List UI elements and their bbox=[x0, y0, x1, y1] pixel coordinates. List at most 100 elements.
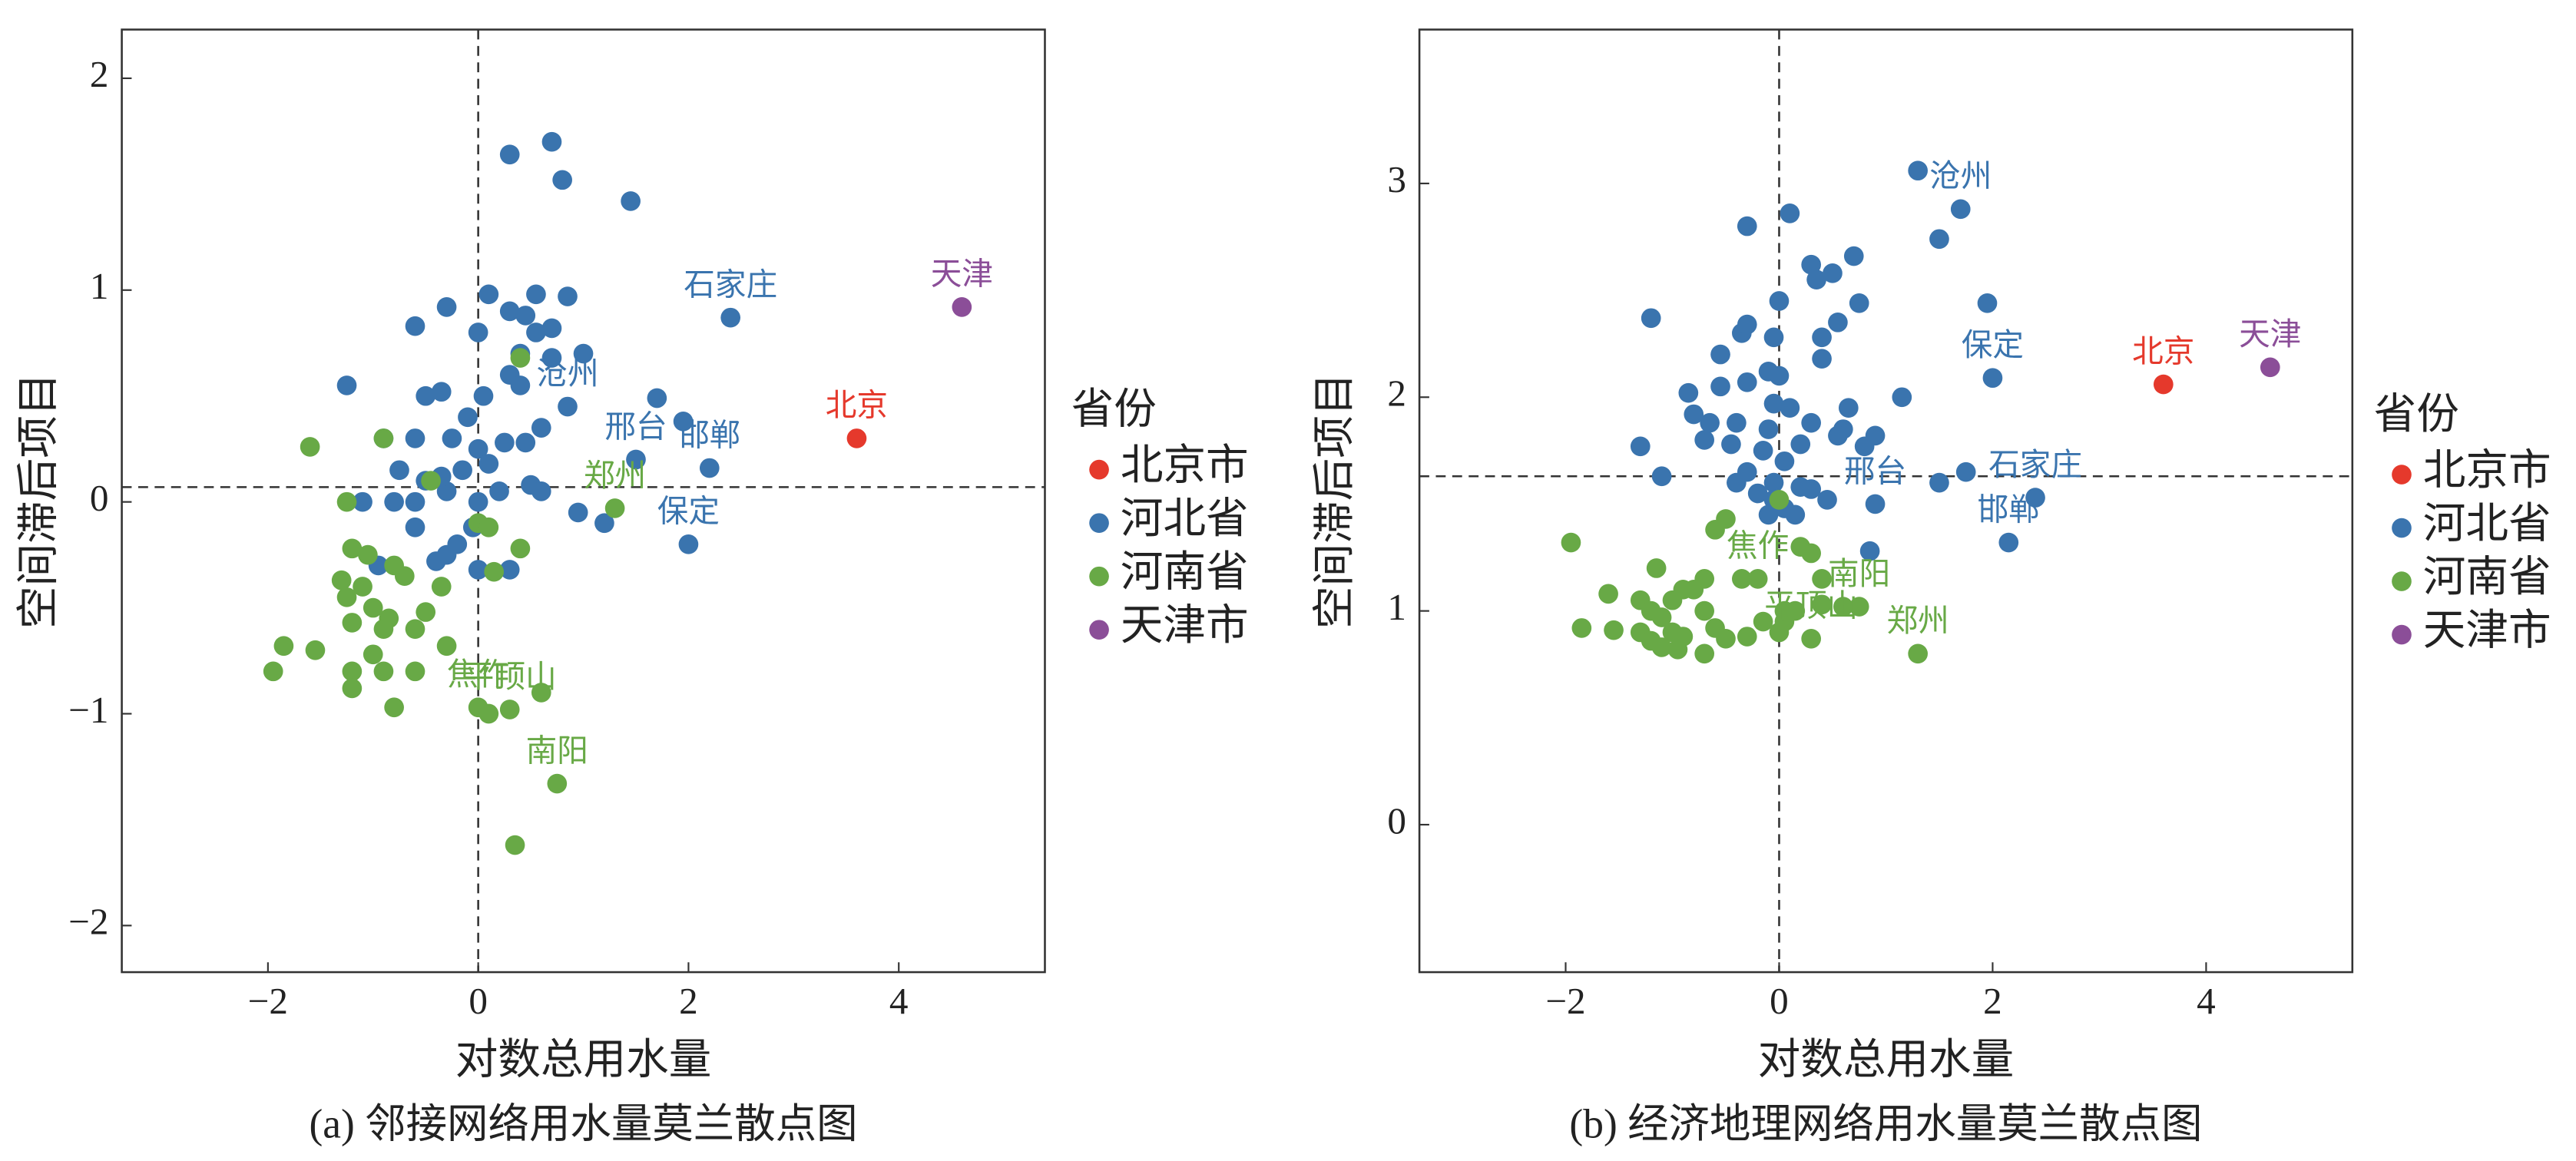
point-label: 北京 bbox=[2132, 334, 2194, 369]
point bbox=[1774, 451, 1795, 471]
point bbox=[573, 343, 594, 364]
point bbox=[2260, 357, 2280, 378]
point bbox=[1865, 494, 1886, 514]
legend-label: 北京市 bbox=[2423, 447, 2551, 495]
point bbox=[405, 316, 425, 336]
point bbox=[305, 640, 326, 660]
plot-frame bbox=[1418, 28, 2354, 974]
point bbox=[1763, 472, 1784, 493]
point bbox=[558, 286, 578, 306]
point bbox=[1849, 293, 1869, 313]
point bbox=[394, 566, 415, 587]
point bbox=[405, 428, 425, 448]
point bbox=[1710, 376, 1730, 397]
point-label: 焦作 bbox=[1727, 529, 1789, 564]
point bbox=[336, 491, 357, 512]
point bbox=[1753, 441, 1773, 461]
point bbox=[621, 191, 641, 211]
point bbox=[1758, 504, 1779, 525]
legend-label: 天津市 bbox=[1121, 602, 1249, 650]
point bbox=[1753, 611, 1773, 632]
point bbox=[547, 773, 568, 794]
point-label: 郑州 bbox=[1887, 604, 1949, 638]
point bbox=[1758, 419, 1779, 439]
point bbox=[489, 481, 509, 501]
point bbox=[1710, 344, 1730, 365]
point bbox=[1812, 569, 1832, 589]
point bbox=[384, 697, 404, 718]
point bbox=[478, 454, 499, 474]
x-tick-label: 4 bbox=[889, 980, 909, 1022]
point bbox=[526, 284, 546, 305]
legend-label: 天津市 bbox=[2423, 607, 2551, 654]
point bbox=[421, 471, 441, 491]
point bbox=[515, 432, 536, 453]
point bbox=[358, 544, 378, 565]
point bbox=[1908, 160, 1928, 181]
point bbox=[431, 577, 452, 597]
point-label: 郑州 bbox=[584, 458, 646, 493]
point bbox=[1780, 203, 1800, 223]
point bbox=[1908, 643, 1928, 664]
point bbox=[604, 498, 625, 518]
point bbox=[1817, 490, 1837, 510]
point bbox=[1929, 472, 1949, 493]
legend-marker bbox=[2392, 465, 2412, 485]
point bbox=[846, 428, 867, 448]
point bbox=[405, 619, 425, 640]
point bbox=[1694, 430, 1715, 450]
point-label: 南阳 bbox=[1828, 557, 1890, 591]
point bbox=[373, 428, 394, 448]
point bbox=[1737, 216, 1757, 237]
point bbox=[678, 534, 699, 554]
point bbox=[541, 348, 562, 368]
legend-title: 省份 bbox=[2374, 391, 2459, 438]
point bbox=[1763, 393, 1784, 414]
point bbox=[1929, 229, 1949, 250]
point bbox=[389, 460, 409, 481]
point-label: 邯郸 bbox=[678, 418, 740, 452]
point-label: 天津 bbox=[2239, 317, 2301, 352]
point bbox=[1694, 569, 1715, 589]
point bbox=[1769, 291, 1790, 311]
point bbox=[1854, 436, 1875, 457]
point bbox=[510, 348, 531, 368]
point bbox=[1812, 349, 1832, 369]
y-tick-label: 2 bbox=[1387, 372, 1406, 415]
point bbox=[363, 597, 383, 618]
point bbox=[1801, 628, 1821, 649]
point bbox=[1667, 639, 1688, 660]
point bbox=[1727, 472, 1747, 493]
point bbox=[558, 396, 578, 417]
point bbox=[1812, 327, 1832, 348]
point bbox=[458, 407, 478, 428]
point-label: 邢台 bbox=[1844, 454, 1906, 488]
point bbox=[1828, 313, 1848, 332]
point-label: 保定 bbox=[657, 495, 720, 529]
point bbox=[373, 661, 394, 682]
point bbox=[436, 481, 457, 501]
point bbox=[541, 131, 562, 152]
point bbox=[468, 491, 488, 512]
point bbox=[1950, 199, 1971, 220]
point bbox=[478, 517, 499, 538]
point-label: 邢台 bbox=[604, 409, 667, 444]
point bbox=[1823, 263, 1843, 283]
y-tick-label: −2 bbox=[68, 901, 108, 943]
point bbox=[336, 587, 357, 607]
x-tick-label: 2 bbox=[679, 980, 698, 1022]
y-tick-label: −1 bbox=[68, 689, 108, 731]
point bbox=[526, 322, 546, 342]
point bbox=[1641, 308, 1661, 329]
point bbox=[699, 458, 720, 478]
point bbox=[336, 375, 357, 395]
point bbox=[416, 602, 436, 622]
point bbox=[568, 502, 588, 523]
point bbox=[405, 517, 425, 538]
point bbox=[342, 661, 363, 682]
point bbox=[1604, 620, 1624, 640]
point bbox=[436, 636, 457, 657]
point-label: 沧州 bbox=[536, 356, 598, 391]
point bbox=[468, 560, 488, 580]
legend-marker bbox=[1089, 459, 1109, 480]
